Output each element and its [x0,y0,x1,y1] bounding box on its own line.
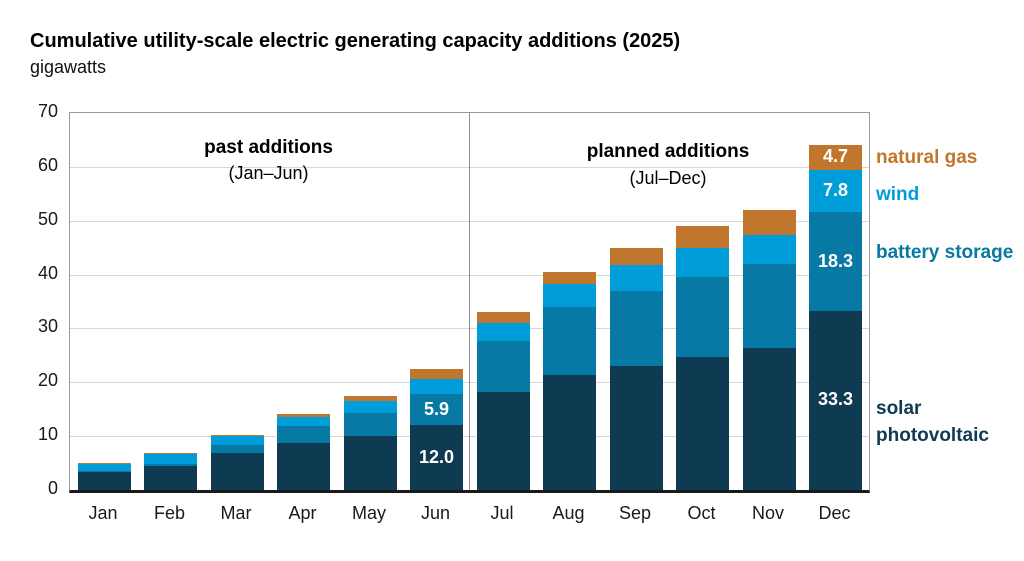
value-label-dec-natural-gas: 4.7 [822,146,849,167]
x-axis-tick-oct: Oct [687,503,716,523]
bar-may-wind [343,401,397,413]
bar-jun-wind [410,378,463,394]
gridline-y30 [70,328,869,330]
bar-jan-natural-gas [77,463,131,465]
bar-jan-solar-photovoltaic [77,472,131,490]
bar-oct-natural-gas [676,225,729,249]
legend-battery-storage: battery storage [876,242,1014,263]
bar-jul-solar-photovoltaic [476,391,530,490]
plot-area: 12.0 5.9 33.3 18.3 7.8 4.7 [69,112,870,493]
x-axis-tick-jul: Jul [490,503,514,523]
x-axis-tick-jan: Jan [88,503,118,523]
annotation-past-range: (Jan–Jun) [228,163,309,183]
x-axis-tick-aug: Aug [552,503,585,523]
value-label-dec-battery-storage: 18.3 [817,250,854,271]
bar-dec-battery-storage: 18.3 [809,212,862,311]
bar-nov-solar-photovoltaic [742,348,796,490]
y-axis-tick-20: 20 [37,370,58,391]
bar-feb-battery-storage [144,463,197,467]
value-label-jun-solar-photovoltaic: 12.0 [418,446,455,467]
bar-apr-battery-storage [277,425,330,443]
bar-jul-wind [476,323,530,342]
value-label-jun-battery-storage: 5.9 [423,398,450,419]
legend-wind: wind [876,184,920,205]
y-axis-tick-30: 30 [37,316,58,337]
bar-mar-battery-storage [210,444,264,453]
bar-sep-natural-gas [609,247,663,266]
bar-mar-natural-gas [210,434,264,436]
y-axis-tick-60: 60 [37,154,58,175]
bar-jan-battery-storage [77,470,131,473]
value-label-dec-solar-photovoltaic: 33.3 [817,389,854,410]
bar-oct-battery-storage [676,276,729,357]
bar-jun-battery-storage: 5.9 [410,393,463,426]
annotation-past-additions: past additions [204,137,333,158]
x-axis-tick-jun: Jun [420,503,451,523]
bar-mar-solar-photovoltaic [210,452,264,490]
past-planned-divider [468,113,470,490]
bar-apr-solar-photovoltaic [277,442,330,490]
bar-jan-wind [77,464,131,471]
x-axis-tick-apr: Apr [288,503,317,523]
bar-oct-solar-photovoltaic [676,356,729,490]
bar-may-solar-photovoltaic [343,435,397,490]
bar-dec-wind: 7.8 [809,170,862,213]
gridline-y50 [70,220,869,222]
bar-aug-battery-storage [543,307,596,375]
bar-apr-wind [277,416,330,426]
x-axis-tick-sep: Sep [618,503,652,523]
annotation-planned-range: (Jul–Dec) [629,168,707,188]
gridline-y40 [70,274,869,276]
bar-mar-wind [210,435,264,445]
bar-dec-natural-gas: 4.7 [809,144,862,171]
bar-aug-natural-gas [543,271,596,284]
x-axis-tick-may: May [351,503,386,523]
y-axis-tick-10: 10 [37,424,58,445]
y-axis-tick-0: 0 [47,478,58,498]
x-axis-tick-mar: Mar [220,503,252,523]
bar-apr-natural-gas [277,413,330,417]
bar-aug-solar-photovoltaic [543,374,596,490]
y-axis-tick-40: 40 [37,262,58,283]
bar-sep-solar-photovoltaic [609,366,663,490]
x-axis-tick-nov: Nov [751,503,784,523]
bar-jul-natural-gas [476,312,530,324]
bar-jun-solar-photovoltaic: 12.0 [410,425,463,490]
bar-jul-battery-storage [476,341,530,392]
bar-may-natural-gas [343,396,397,402]
x-axis-tick-dec: Dec [818,503,851,523]
bar-feb-wind [144,454,197,464]
bar-nov-wind [742,234,796,264]
bar-sep-wind [609,265,663,291]
legend-solar-photovoltaic: solar photovoltaic [876,398,989,446]
gridline-y10 [70,436,869,438]
legend-natural-gas: natural gas [876,147,978,168]
bar-may-battery-storage [343,413,397,436]
gridline-y60 [70,166,869,168]
bar-nov-natural-gas [742,210,796,235]
bar-dec-solar-photovoltaic: 33.3 [809,310,862,490]
bar-aug-wind [543,283,596,308]
bar-feb-solar-photovoltaic [144,466,197,490]
gridline-y20 [70,382,869,384]
bar-sep-battery-storage [609,290,663,367]
value-label-dec-wind: 7.8 [822,180,849,201]
bar-oct-wind [676,248,729,277]
y-axis-tick-70: 70 [37,101,58,121]
bar-feb-natural-gas [144,453,197,455]
y-axis-tick-50: 50 [37,208,58,229]
bar-jun-natural-gas [410,368,463,379]
bar-nov-battery-storage [742,263,796,349]
chart-title: Cumulative utility-scale electric genera… [30,30,681,52]
chart-units-label: gigawatts [30,57,107,77]
annotation-planned-additions: planned additions [586,141,750,162]
x-axis-tick-feb: Feb [153,503,186,523]
